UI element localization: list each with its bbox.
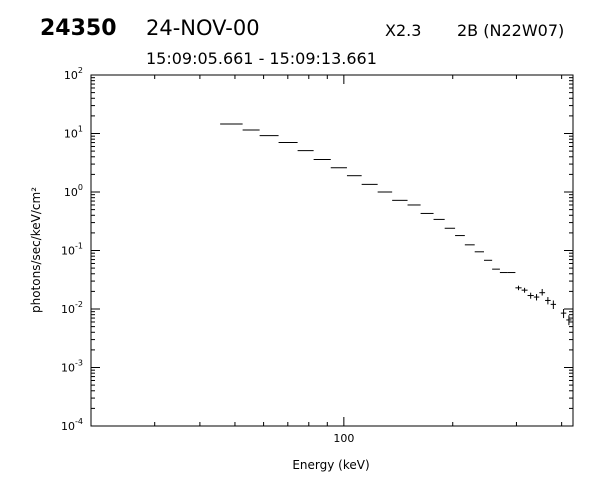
data-point bbox=[566, 315, 572, 326]
y-tick-label-exponent: -2 bbox=[75, 300, 83, 309]
data-point bbox=[515, 285, 522, 291]
y-tick-label-exponent: 2 bbox=[78, 66, 83, 75]
y-tick-label-base: 10 bbox=[61, 362, 75, 375]
y-tick-label: 10-3 bbox=[61, 359, 83, 375]
y-tick-label-exponent: -4 bbox=[75, 417, 83, 426]
x-axis-title: Energy (keV) bbox=[292, 458, 369, 472]
data-point bbox=[539, 288, 546, 296]
data-point bbox=[533, 294, 540, 301]
y-axis-title: photons/sec/keV/cm² bbox=[29, 187, 43, 313]
data-point bbox=[521, 287, 528, 293]
y-tick-label: 10-2 bbox=[61, 300, 83, 316]
data-point bbox=[545, 297, 551, 305]
y-tick-label-base: 10 bbox=[64, 69, 78, 82]
y-tick-label: 10-4 bbox=[61, 417, 83, 433]
time-range: 15:09:05.661 - 15:09:13.661 bbox=[146, 49, 377, 68]
y-tick-label: 100 bbox=[64, 183, 83, 199]
y-tick-label: 10-1 bbox=[61, 242, 83, 258]
plot-frame bbox=[90, 74, 574, 427]
x-tick-label: 100 bbox=[333, 432, 354, 445]
y-tick-label-base: 10 bbox=[64, 186, 78, 199]
y-tick-label-exponent: 1 bbox=[78, 125, 83, 134]
observation-date: 24-NOV-00 bbox=[146, 16, 260, 40]
flare-info: 2B (N22W07) bbox=[457, 21, 565, 40]
y-tick-label-exponent: -1 bbox=[75, 242, 83, 251]
y-tick-label: 101 bbox=[64, 125, 83, 141]
y-tick-label-base: 10 bbox=[61, 303, 75, 316]
event-id: 24350 bbox=[40, 16, 117, 41]
data-point bbox=[527, 292, 534, 299]
data-point bbox=[560, 309, 567, 319]
y-tick-label: 102 bbox=[64, 66, 83, 82]
y-tick-label-base: 10 bbox=[61, 420, 75, 433]
goes-class: X2.3 bbox=[385, 21, 422, 40]
y-tick-label-base: 10 bbox=[61, 245, 75, 258]
y-tick-label-base: 10 bbox=[64, 128, 78, 141]
y-tick-label-exponent: 0 bbox=[78, 183, 83, 192]
y-tick-label-exponent: -3 bbox=[75, 359, 83, 368]
data-point bbox=[550, 300, 557, 309]
